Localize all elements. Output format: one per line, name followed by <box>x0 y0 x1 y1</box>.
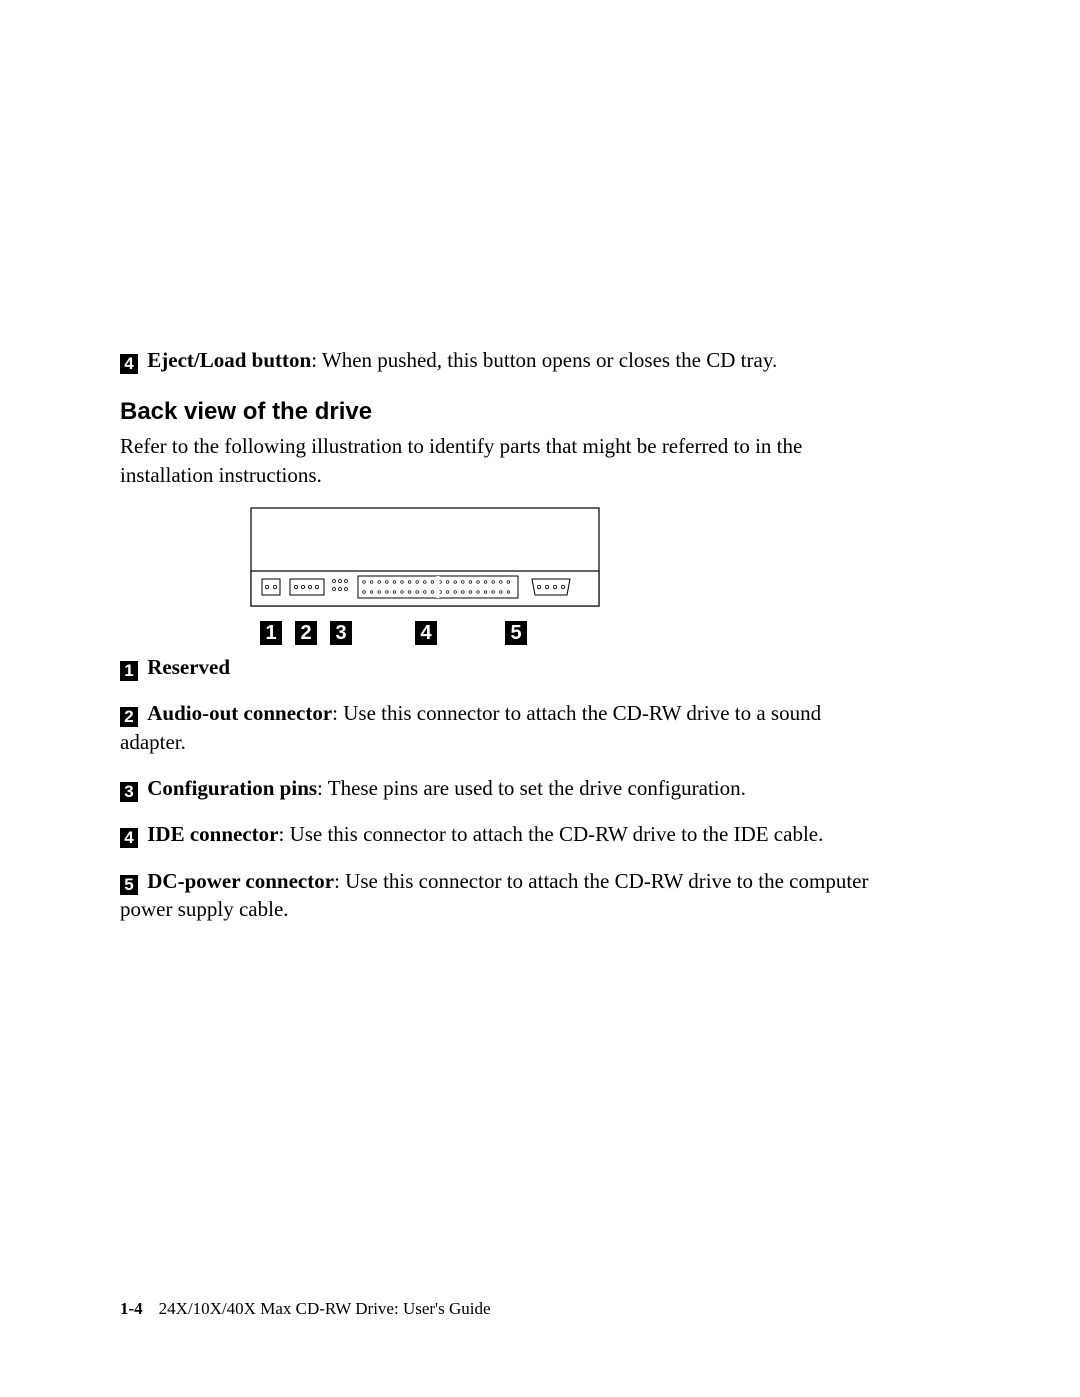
callout-3: 3 <box>330 621 352 645</box>
item-2-label: Audio-out connector <box>147 701 332 725</box>
badge-5-icon: 5 <box>120 875 138 895</box>
drive-back-illustration <box>250 507 600 607</box>
item-1: 1 Reserved <box>120 653 880 681</box>
item-3-desc: : These pins are used to set the drive c… <box>317 776 746 800</box>
top-item-paragraph: 4 Eject/Load button: When pushed, this b… <box>120 346 880 374</box>
badge-4b-icon: 4 <box>120 828 138 848</box>
badge-4-icon: 4 <box>120 354 138 374</box>
item-5-label: DC-power connector <box>147 869 334 893</box>
callout-1: 1 <box>260 621 282 645</box>
back-view-diagram: 1 2 3 4 5 <box>250 507 600 647</box>
item-5: 5 DC-power connector: Use this connector… <box>120 867 880 924</box>
page-footer: 1-4 24X/10X/40X Max CD-RW Drive: User's G… <box>120 1299 491 1319</box>
item-3-label: Configuration pins <box>147 776 317 800</box>
item-4: 4 IDE connector: Use this connector to a… <box>120 820 880 848</box>
top-item-desc: : When pushed, this button opens or clos… <box>311 348 777 372</box>
section-heading: Back view of the drive <box>120 398 910 426</box>
top-item-label: Eject/Load button <box>147 348 311 372</box>
badge-3-icon: 3 <box>120 782 138 802</box>
callout-5: 5 <box>505 621 527 645</box>
badge-1-icon: 1 <box>120 661 138 681</box>
item-4-desc: : Use this connector to attach the CD-RW… <box>278 822 823 846</box>
callout-4: 4 <box>415 621 437 645</box>
page-number: 1-4 <box>120 1299 143 1318</box>
callout-2: 2 <box>295 621 317 645</box>
diagram-callouts: 1 2 3 4 5 <box>250 621 600 647</box>
badge-2-icon: 2 <box>120 707 138 727</box>
item-1-label: Reserved <box>147 655 230 679</box>
page: 4 Eject/Load button: When pushed, this b… <box>0 0 1080 1397</box>
item-2: 2 Audio-out connector: Use this connecto… <box>120 699 880 756</box>
book-title: 24X/10X/40X Max CD-RW Drive: User's Guid… <box>159 1299 491 1318</box>
intro-paragraph: Refer to the following illustration to i… <box>120 432 880 489</box>
item-3: 3 Configuration pins: These pins are use… <box>120 774 880 802</box>
item-4-label: IDE connector <box>147 822 278 846</box>
